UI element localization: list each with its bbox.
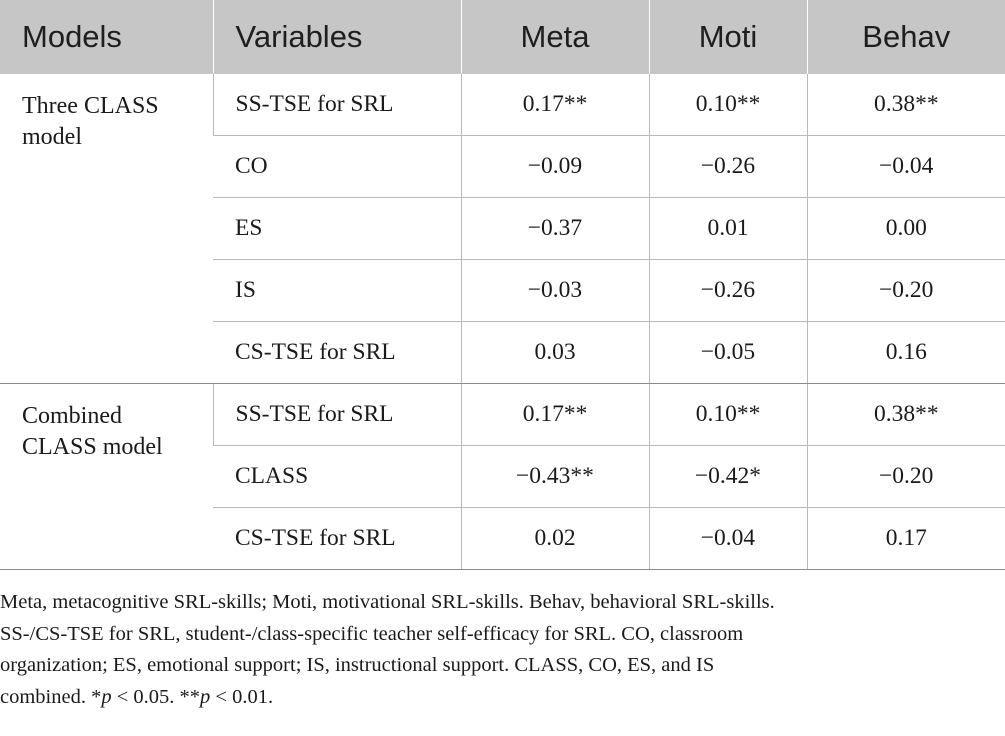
model-cell-combined-class: Combined CLASS model: [0, 383, 213, 570]
table-row: ES −0.37 0.01 0.00: [0, 197, 1005, 260]
behav-value: −0.20: [806, 445, 1005, 508]
moti-value: −0.04: [648, 507, 807, 570]
moti-value: −0.05: [648, 321, 807, 384]
model-name-line: Three CLASS: [22, 93, 159, 119]
table-row: CLASS −0.43** −0.42* −0.20: [0, 445, 1005, 508]
model-name-line: Combined: [22, 403, 122, 429]
behav-value: 0.38**: [806, 74, 1005, 136]
behav-value: 0.16: [806, 321, 1005, 384]
table-row: CS-TSE for SRL 0.03 −0.05 0.16: [0, 321, 1005, 384]
results-table: Models Variables Meta Moti Behav Three C…: [0, 0, 1005, 570]
table-body: Three CLASS model SS-TSE for SRL 0.17** …: [0, 74, 1005, 570]
model-cell-three-class: Three CLASS model: [0, 74, 213, 384]
table-row: CO −0.09 −0.26 −0.04: [0, 135, 1005, 198]
footnote-text: < 0.01.: [210, 685, 274, 708]
table-row: IS −0.03 −0.26 −0.20: [0, 259, 1005, 322]
header-moti: Moti: [648, 0, 807, 74]
model-name-line: model: [22, 124, 82, 150]
header-row: Models Variables Meta Moti Behav: [0, 0, 1005, 74]
header-variables: Variables: [212, 0, 461, 74]
moti-value: −0.26: [648, 135, 807, 198]
table-row: Three CLASS model SS-TSE for SRL 0.17** …: [0, 74, 1005, 384]
behav-value: 0.17: [806, 507, 1005, 570]
variable-cell: CS-TSE for SRL: [213, 507, 461, 570]
header-models: Models: [0, 0, 213, 74]
footnote-line: SS-/CS-TSE for SRL, student-/class-speci…: [0, 622, 744, 645]
meta-value: 0.02: [460, 507, 649, 570]
meta-value: −0.09: [460, 135, 649, 198]
variable-cell: CO: [213, 135, 461, 198]
behav-value: −0.20: [806, 259, 1005, 322]
variable-cell: ES: [213, 197, 461, 260]
model-name-line: CLASS model: [22, 434, 163, 460]
p-symbol: p: [200, 685, 211, 708]
meta-value: −0.37: [460, 197, 649, 260]
table-footnote: Meta, metacognitive SRL-skills; Moti, mo…: [0, 587, 1000, 713]
footnote-text: combined. *: [0, 685, 102, 708]
footnote-line: organization; ES, emotional support; IS,…: [0, 654, 715, 676]
header-meta: Meta: [460, 0, 649, 74]
table-row: CS-TSE for SRL 0.02 −0.04 0.17: [0, 507, 1005, 570]
variable-cell: SS-TSE for SRL: [212, 74, 461, 136]
moti-value: 0.10**: [648, 74, 807, 136]
footnote-text: < 0.05. **: [111, 685, 201, 708]
meta-value: −0.43**: [460, 445, 649, 508]
variable-cell: IS: [213, 259, 461, 322]
variable-cell: CS-TSE for SRL: [213, 321, 461, 384]
table-header: Models Variables Meta Moti Behav: [0, 0, 1005, 74]
moti-value: −0.26: [648, 259, 807, 322]
variable-cell: CLASS: [213, 445, 461, 508]
meta-value: 0.03: [460, 321, 649, 384]
meta-value: 0.17**: [460, 74, 649, 136]
footnote-line: Meta, metacognitive SRL-skills; Moti, mo…: [0, 591, 775, 613]
moti-value: −0.42*: [648, 445, 807, 508]
table-row: Combined CLASS model SS-TSE for SRL 0.17…: [0, 383, 1005, 570]
footnote-significance-line: combined. *p < 0.05. **p < 0.01.: [0, 682, 1000, 714]
moti-value: 0.01: [648, 197, 807, 260]
meta-value: 0.17**: [460, 383, 649, 446]
moti-value: 0.10**: [648, 383, 807, 446]
meta-value: −0.03: [460, 259, 649, 322]
variable-cell: SS-TSE for SRL: [212, 383, 461, 446]
behav-value: −0.04: [806, 135, 1005, 198]
behav-value: 0.00: [806, 197, 1005, 260]
behav-value: 0.38**: [806, 383, 1005, 446]
header-behav: Behav: [806, 0, 1005, 74]
p-symbol: p: [101, 685, 112, 708]
